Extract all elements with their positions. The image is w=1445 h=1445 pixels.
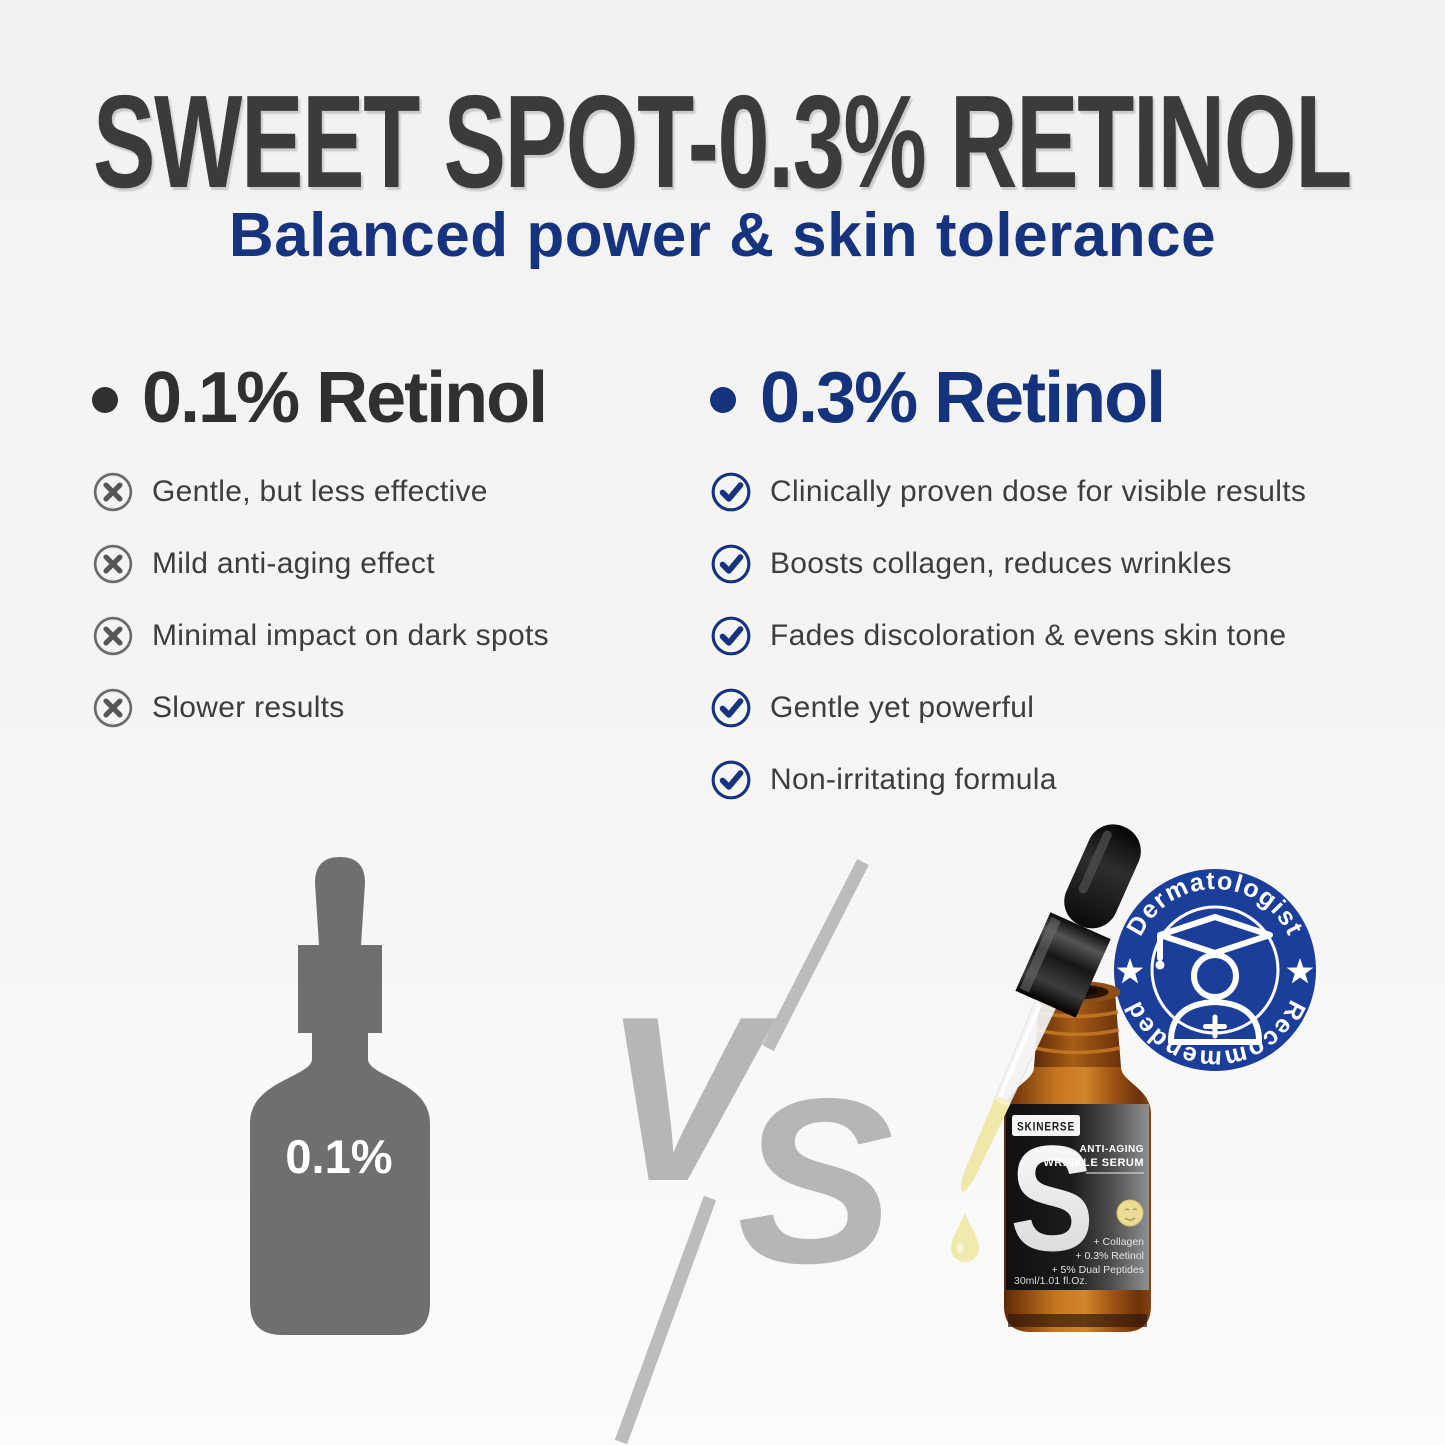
retinol-03-heading-label: 0.3% Retinol: [760, 358, 1166, 438]
cross-circle-icon: [92, 687, 134, 729]
cross-circle-icon: [92, 543, 134, 585]
column-retinol-01: 0.1% Retinol Gentle, but less effective …: [92, 358, 692, 744]
drawback-list-item: Minimal impact on dark spots: [92, 600, 692, 672]
drawback-list-item: Slower results: [92, 672, 692, 744]
retinol-03-heading: 0.3% Retinol: [710, 358, 1410, 438]
bottle-percentage-label: 0.1%: [285, 1130, 392, 1183]
logo-letter: S: [1010, 1114, 1094, 1282]
versus-letter-s: S: [737, 1049, 894, 1312]
diagonal-slash-top: [762, 859, 869, 1051]
cross-circle-icon: [92, 471, 134, 513]
check-circle-icon: [710, 687, 752, 729]
badge-circle: [1114, 869, 1316, 1071]
benefit-list-item: Non-irritating formula: [710, 744, 1410, 816]
bottle-silhouette-01: 0.1%: [250, 857, 430, 1335]
list-item-text: Slower results: [152, 691, 345, 724]
volume-label: 30ml/1.01 fl.Oz.: [1014, 1275, 1088, 1287]
benefit-list-item: Fades discoloration & evens skin tone: [710, 600, 1410, 672]
benefit-list-item: Clinically proven dose for visible resul…: [710, 456, 1410, 528]
dropper-bulb: [1064, 824, 1141, 929]
check-circle-icon: [710, 759, 752, 801]
list-item-text: Gentle, but less effective: [152, 475, 488, 508]
list-item-text: Gentle yet powerful: [770, 691, 1035, 724]
retinol-01-heading-label: 0.1% Retinol: [142, 358, 548, 438]
brand-name: SKINERSE: [1017, 1120, 1075, 1134]
retinol-03-item-list: Clinically proven dose for visible resul…: [710, 456, 1410, 816]
product-composition: Dermatologist Recommended: [951, 824, 1316, 1332]
versus-divider: V S: [603, 859, 894, 1445]
dropper: [960, 824, 1141, 1192]
list-item-text: Boosts collagen, reduces wrinkles: [770, 547, 1232, 580]
benefit-list-item: Boosts collagen, reduces wrinkles: [710, 528, 1410, 600]
bullet-dot-icon: [92, 387, 118, 413]
retinol-01-heading: 0.1% Retinol: [92, 358, 692, 438]
dropper-collar: [1015, 912, 1111, 1018]
brand-chip: [1012, 1115, 1080, 1136]
product-name-line2: WRINKLE SERUM: [1043, 1157, 1144, 1169]
drawback-list-item: Mild anti-aging effect: [92, 528, 692, 600]
versus-letter-v: V: [603, 967, 777, 1230]
gold-emblem-icon: [1116, 1199, 1144, 1227]
column-retinol-03: 0.3% Retinol Clinically proven dose for …: [710, 358, 1410, 816]
check-circle-icon: [710, 471, 752, 513]
cross-circle-icon: [92, 615, 134, 657]
page-subtitle: Balanced power & skin tolerance: [228, 201, 1217, 270]
pipette-serum: [962, 1097, 1011, 1181]
product-name-line1: ANTI-AGING: [1080, 1144, 1144, 1155]
header: SWEET SPOT-0.3% RETINOL: [93, 68, 1353, 205]
check-circle-icon: [710, 615, 752, 657]
diagonal-slash-bottom: [614, 1195, 717, 1445]
list-item-text: Non-irritating formula: [770, 763, 1057, 796]
list-item-text: Mild anti-aging effect: [152, 547, 435, 580]
bottle-silhouette-shape: [250, 857, 430, 1335]
bottle-liquid-line: [1008, 1314, 1147, 1327]
list-item-text: Fades discoloration & evens skin tone: [770, 619, 1287, 652]
bullet-dot-icon: [710, 387, 736, 413]
list-item-text: Clinically proven dose for visible resul…: [770, 475, 1307, 508]
benefit-list-item: Gentle yet powerful: [710, 672, 1410, 744]
feature-line: + Collagen: [1094, 1236, 1145, 1248]
page-title: SWEET SPOT-0.3% RETINOL: [93, 68, 1351, 205]
retinol-01-item-list: Gentle, but less effective Mild anti-agi…: [92, 456, 692, 744]
product-bottle: SKINERSE S ANTI-AGING WRINKLE SERUM + Co…: [1004, 981, 1151, 1332]
list-item-text: Minimal impact on dark spots: [152, 619, 549, 652]
serum-droplet: [951, 1213, 979, 1262]
check-circle-icon: [710, 543, 752, 585]
graduate-person-icon: [1155, 914, 1273, 1045]
bottle-neck: [1034, 992, 1121, 1067]
drawback-list-item: Gentle, but less effective: [92, 456, 692, 528]
feature-line: + 0.3% Retinol: [1075, 1250, 1144, 1262]
droplet-highlight: [956, 1243, 964, 1253]
feature-line: + 5% Dual Peptides: [1051, 1264, 1144, 1276]
dermatologist-badge: Dermatologist Recommended: [1114, 867, 1316, 1074]
